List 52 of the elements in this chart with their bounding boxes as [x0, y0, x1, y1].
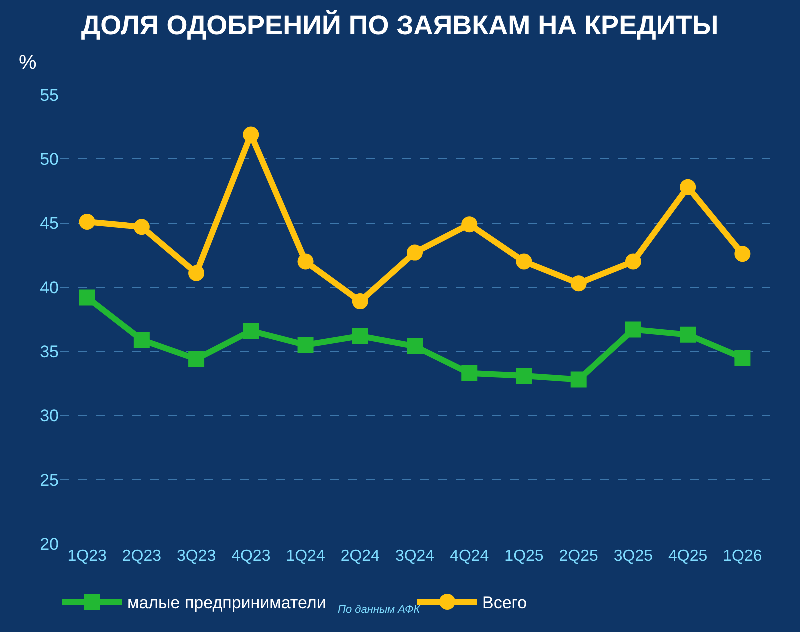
chart-title: ДОЛЯ ОДОБРЕНИЙ ПО ЗАЯВКАМ НА КРЕДИТЫ: [81, 10, 719, 41]
x-tick-label: 4Q24: [450, 548, 490, 565]
legend-label: малые предприниматели: [128, 594, 326, 613]
x-tick-label: 2Q24: [340, 548, 380, 565]
y-axis-title: %: [19, 52, 37, 74]
point: [79, 214, 96, 230]
x-tick-label: 1Q25: [504, 548, 544, 565]
y-tick-label: 35: [40, 342, 59, 362]
legend-label: Всего: [482, 594, 528, 613]
point: [625, 254, 642, 270]
point: [352, 328, 368, 344]
point: [298, 254, 314, 270]
point: [407, 244, 423, 261]
point: [734, 246, 751, 262]
point: [352, 294, 368, 310]
point: [188, 351, 205, 368]
point: [134, 332, 150, 348]
y-tick-label: 25: [40, 470, 59, 490]
point: [680, 326, 696, 343]
point: [243, 323, 260, 340]
point: [298, 337, 314, 354]
point: [188, 265, 205, 282]
point: [570, 276, 587, 292]
x-tick-label: 1Q26: [723, 548, 762, 565]
point: [570, 372, 587, 388]
text: По данным АФК: [338, 604, 421, 616]
point: [516, 368, 532, 384]
y-tick-label: 50: [40, 150, 59, 170]
y-tick-label: 55: [40, 86, 59, 105]
point: [462, 216, 478, 233]
y-tick-label: 20: [40, 534, 59, 554]
point: [462, 365, 478, 382]
point: [79, 290, 96, 306]
x-tick-label: 3Q24: [395, 548, 435, 565]
point: [734, 350, 751, 366]
y-tick-label: 30: [40, 406, 59, 426]
x-tick-label: 2Q25: [559, 548, 599, 565]
point: [134, 219, 150, 236]
x-tick-label: 1Q24: [286, 548, 326, 565]
point: [680, 179, 696, 196]
point: [243, 126, 260, 143]
y-tick-label: 40: [40, 278, 59, 298]
x-tick-label: 4Q23: [232, 548, 271, 565]
point: [516, 254, 532, 270]
x-tick-label: 3Q25: [614, 548, 654, 565]
x-tick-label: 2Q23: [122, 548, 162, 565]
y-tick-label: 45: [40, 214, 59, 234]
point: [407, 338, 423, 354]
x-tick-label: 3Q23: [176, 548, 216, 565]
x-tick-label: 4Q25: [668, 548, 708, 565]
point: [625, 322, 642, 338]
x-tick-label: 1Q23: [68, 548, 107, 565]
